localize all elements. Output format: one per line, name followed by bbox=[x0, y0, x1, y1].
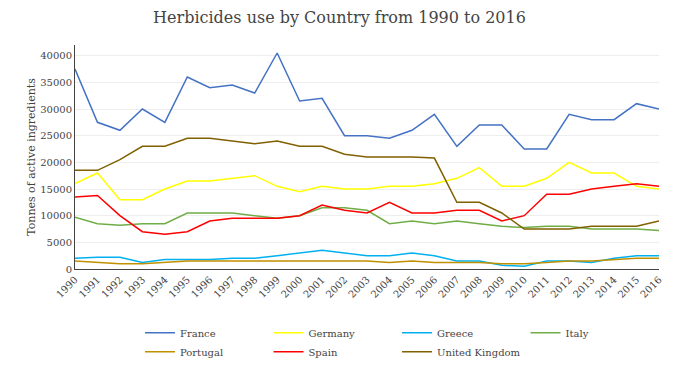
svg-text:1992: 1992 bbox=[99, 274, 125, 300]
svg-text:2013: 2013 bbox=[571, 274, 597, 300]
svg-text:Italy: Italy bbox=[566, 328, 589, 339]
svg-text:2005: 2005 bbox=[391, 274, 417, 300]
svg-text:France: France bbox=[180, 328, 216, 339]
svg-text:2016: 2016 bbox=[638, 274, 664, 300]
svg-text:2014: 2014 bbox=[593, 274, 619, 300]
svg-text:Spain: Spain bbox=[309, 347, 338, 358]
svg-text:2010: 2010 bbox=[503, 274, 529, 300]
svg-text:15000: 15000 bbox=[40, 184, 72, 195]
svg-text:1991: 1991 bbox=[77, 274, 103, 300]
svg-text:1995: 1995 bbox=[166, 274, 192, 300]
svg-text:2001: 2001 bbox=[301, 274, 327, 300]
svg-text:2004: 2004 bbox=[369, 274, 395, 300]
svg-text:2012: 2012 bbox=[548, 274, 574, 300]
svg-text:1994: 1994 bbox=[144, 274, 170, 300]
svg-text:1998: 1998 bbox=[234, 274, 260, 300]
svg-text:1997: 1997 bbox=[211, 274, 237, 300]
svg-text:Tonnes of active ingredients: Tonnes of active ingredients bbox=[25, 78, 38, 236]
svg-text:Germany: Germany bbox=[309, 328, 356, 339]
svg-text:2008: 2008 bbox=[458, 274, 484, 300]
svg-text:Herbicides use by Country from: Herbicides use by Country from 1990 to 2… bbox=[153, 8, 526, 27]
svg-text:10000: 10000 bbox=[40, 210, 72, 221]
svg-text:2006: 2006 bbox=[414, 274, 440, 300]
svg-text:Greece: Greece bbox=[437, 328, 473, 339]
svg-text:25000: 25000 bbox=[40, 130, 72, 141]
svg-text:1993: 1993 bbox=[122, 274, 148, 300]
svg-text:2011: 2011 bbox=[526, 274, 552, 300]
svg-text:20000: 20000 bbox=[40, 157, 72, 168]
svg-text:2000: 2000 bbox=[279, 274, 305, 300]
svg-text:2009: 2009 bbox=[481, 274, 507, 300]
svg-text:2007: 2007 bbox=[436, 274, 462, 300]
svg-text:0: 0 bbox=[66, 264, 72, 275]
svg-text:2002: 2002 bbox=[324, 274, 350, 300]
svg-text:5000: 5000 bbox=[47, 237, 72, 248]
svg-text:United Kingdom: United Kingdom bbox=[437, 347, 521, 358]
svg-text:1996: 1996 bbox=[189, 274, 215, 300]
svg-text:1990: 1990 bbox=[54, 274, 80, 300]
svg-text:2003: 2003 bbox=[346, 274, 372, 300]
svg-text:35000: 35000 bbox=[40, 77, 72, 88]
svg-text:30000: 30000 bbox=[40, 104, 72, 115]
svg-text:40000: 40000 bbox=[40, 50, 72, 61]
svg-text:2015: 2015 bbox=[616, 274, 642, 300]
svg-text:Portugal: Portugal bbox=[180, 347, 223, 358]
svg-text:1999: 1999 bbox=[256, 274, 282, 300]
